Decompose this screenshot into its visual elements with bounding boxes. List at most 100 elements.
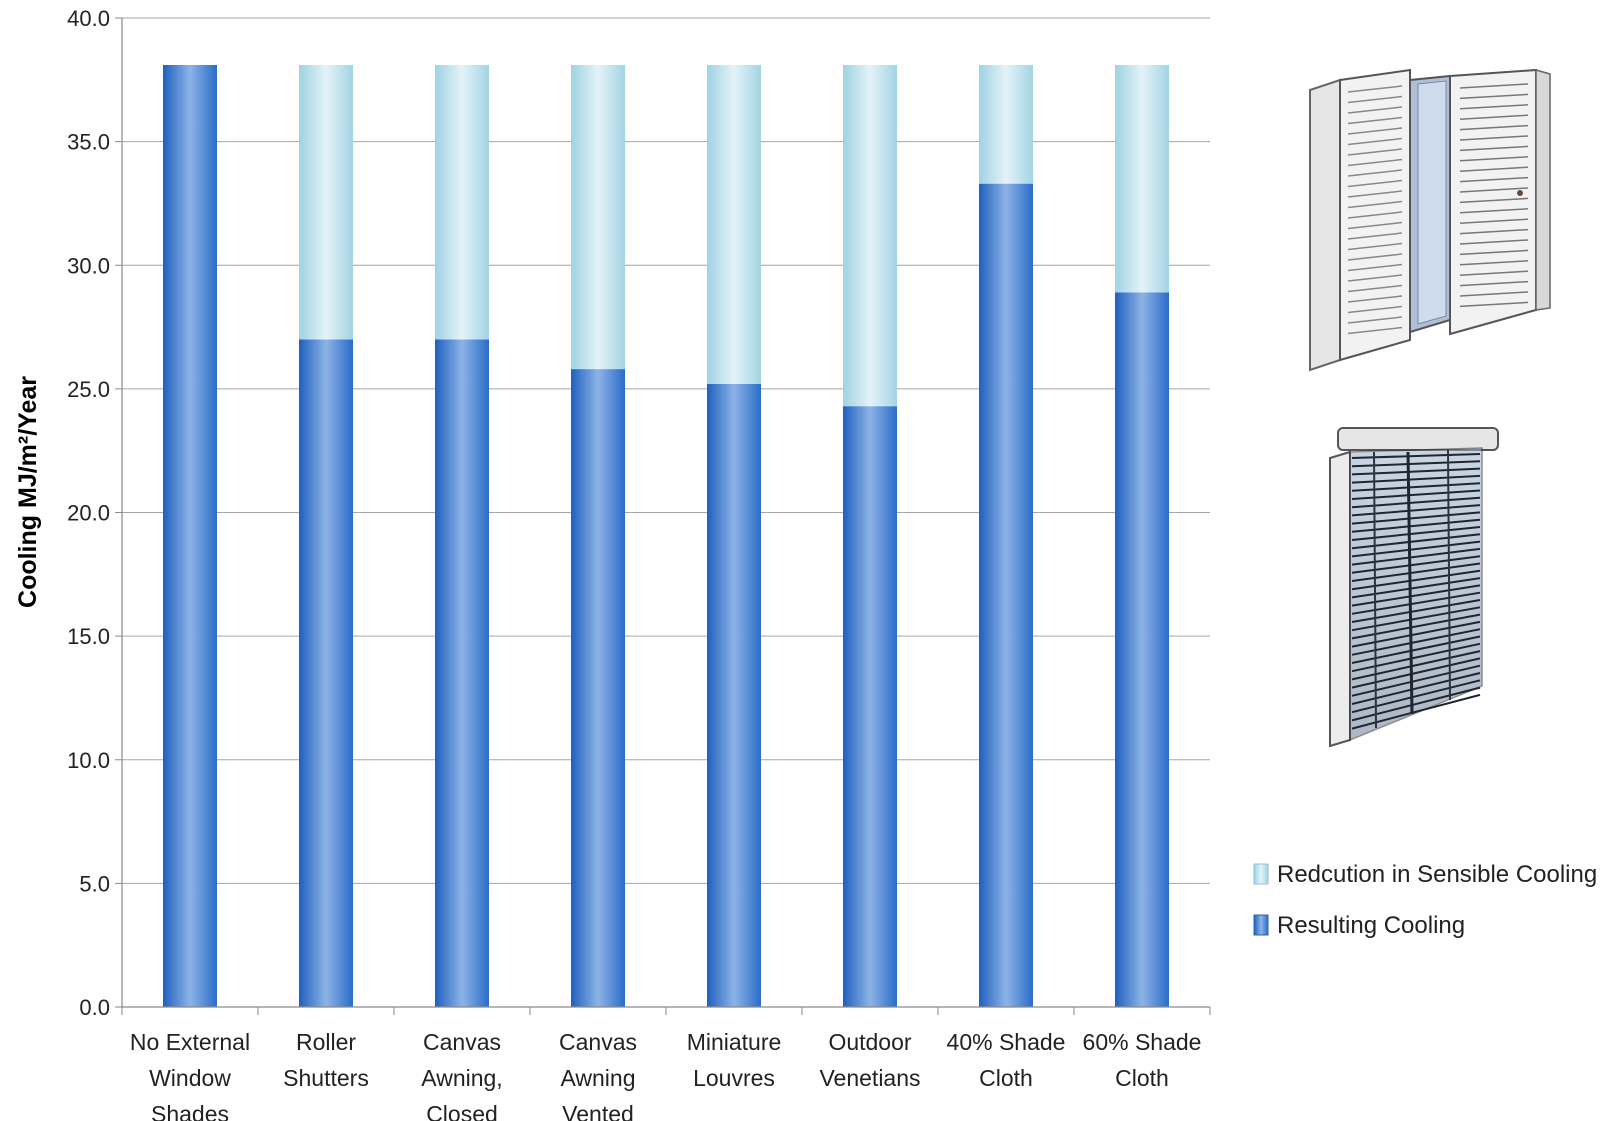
x-category-label-line: Cloth <box>1115 1065 1169 1091</box>
bar-resulting-cooling <box>435 339 489 1007</box>
x-category-label: No External Window Shades <box>130 1029 250 1121</box>
blind-slat <box>1351 679 1481 714</box>
bar-resulting-cooling <box>163 64 217 1008</box>
x-category-label-line: 40% Shade <box>947 1029 1066 1055</box>
blind-slat <box>1351 664 1481 697</box>
blind-slat <box>1351 540 1481 558</box>
louvre-slat <box>1459 218 1529 224</box>
blind-slat <box>1351 686 1481 722</box>
louvre-slat <box>1347 305 1403 314</box>
bar-resulting-cooling <box>707 383 761 1007</box>
x-category-label: Canvas Awning, Closed <box>421 1029 502 1121</box>
louvre-slat <box>1459 228 1529 235</box>
louvre-slat <box>1459 135 1529 141</box>
x-category-label: 40% Shade Cloth <box>947 1029 1066 1091</box>
bar-resulting-cooling <box>571 369 625 1008</box>
y-tick-label: 25.0 <box>67 377 110 402</box>
x-category-label-line: Awning <box>560 1065 635 1091</box>
x-category-label-line: Vented <box>562 1101 634 1121</box>
louvre-slat <box>1347 274 1403 282</box>
louvre-slat <box>1459 208 1529 214</box>
louvre-slat <box>1459 187 1529 193</box>
louvre-slat <box>1347 221 1403 230</box>
blind-slat <box>1351 628 1481 656</box>
blind-slat <box>1351 620 1481 648</box>
blind-slat <box>1351 526 1481 541</box>
x-category-label-line: Miniature <box>687 1029 782 1055</box>
blind-slat <box>1351 693 1481 730</box>
blind-slat <box>1351 613 1481 640</box>
louvre-slat <box>1459 270 1529 276</box>
y-tick-labels: 0.0 5.0 10.0 15.0 20.0 25.0 30.0 35.0 40.0 <box>67 6 110 1020</box>
gridlines <box>115 17 1210 1008</box>
x-category-label-line: Cloth <box>979 1065 1033 1091</box>
louvre-slat <box>1459 280 1529 287</box>
hinged-louvre-shutter-image <box>1309 68 1551 372</box>
x-category-label-line: Canvas <box>423 1029 501 1055</box>
x-category-label: Miniature Louvres <box>687 1029 782 1091</box>
y-tick-label: 40.0 <box>67 6 110 31</box>
louvre-slat <box>1347 127 1403 135</box>
x-category-label-line: Outdoor <box>828 1029 911 1055</box>
blind-slat <box>1351 657 1481 689</box>
louvre-slat <box>1459 197 1529 204</box>
blind-slat <box>1351 533 1481 550</box>
x-category-label-line: Canvas <box>559 1029 637 1055</box>
legend-item-reduction: Redcution in Sensible Cooling <box>1253 861 1597 888</box>
y-tick-label: 20.0 <box>67 501 110 526</box>
bars <box>163 64 1169 1008</box>
blind-slat <box>1351 562 1481 582</box>
louvre-slat <box>1459 301 1529 308</box>
louvre-slat <box>1347 85 1403 93</box>
legend-swatch-resulting <box>1253 914 1269 936</box>
blind-slat <box>1351 518 1481 533</box>
bar-reduction-in-cooling <box>843 64 897 407</box>
x-category-label-line: Venetians <box>819 1065 920 1091</box>
louvre-slat <box>1459 249 1529 256</box>
legend: Redcution in Sensible Cooling Resulting … <box>1253 861 1597 939</box>
blind-slat <box>1351 511 1481 525</box>
blind-slat <box>1351 591 1481 615</box>
blind-slat <box>1351 569 1481 591</box>
x-category-label: Roller Shutters <box>283 1029 369 1091</box>
x-category-label-line: 60% Shade <box>1083 1029 1202 1055</box>
bar-resulting-cooling <box>979 183 1033 1008</box>
x-category-label-line: Louvres <box>693 1065 775 1091</box>
bar-resulting-cooling <box>843 406 897 1007</box>
external-venetian-blind-image <box>1329 427 1499 748</box>
louvre-slat <box>1459 93 1529 100</box>
x-category-label-line: No External <box>130 1029 250 1055</box>
bar-resulting-cooling <box>299 339 353 1007</box>
bar-reduction-in-cooling <box>1115 64 1169 293</box>
louvre-slat <box>1459 260 1529 266</box>
louvre-slat <box>1347 179 1403 188</box>
louvre-slat <box>1459 104 1529 110</box>
louvre-slat <box>1459 156 1529 162</box>
blind-slat <box>1351 650 1481 681</box>
y-tick-label: 30.0 <box>67 253 110 278</box>
louvre-slat <box>1347 148 1403 156</box>
louvre-slat <box>1459 176 1529 183</box>
x-category-label-line: Roller <box>296 1029 356 1055</box>
blind-slat <box>1351 642 1481 673</box>
louvre-slat <box>1459 83 1529 89</box>
bar-reduction-in-cooling <box>435 64 489 340</box>
bar-reduction-in-cooling <box>979 64 1033 184</box>
y-axis-label: Cooling MJ/m²/Year <box>14 376 42 608</box>
y-tick-label: 35.0 <box>67 130 110 155</box>
louvre-slat <box>1347 242 1403 251</box>
louvre-slat <box>1459 145 1529 152</box>
louvre-slat <box>1347 190 1403 198</box>
louvre-slat <box>1347 137 1403 146</box>
y-tick-label: 10.0 <box>67 748 110 773</box>
blind-slat <box>1351 577 1481 599</box>
louvre-slat <box>1347 200 1403 209</box>
louvre-slat <box>1459 291 1529 297</box>
louvre-slat <box>1347 211 1403 219</box>
legend-swatch-reduction <box>1253 863 1269 885</box>
blind-slat <box>1351 672 1481 705</box>
bar-resulting-cooling <box>1115 292 1169 1007</box>
blind-slat <box>1351 496 1481 509</box>
